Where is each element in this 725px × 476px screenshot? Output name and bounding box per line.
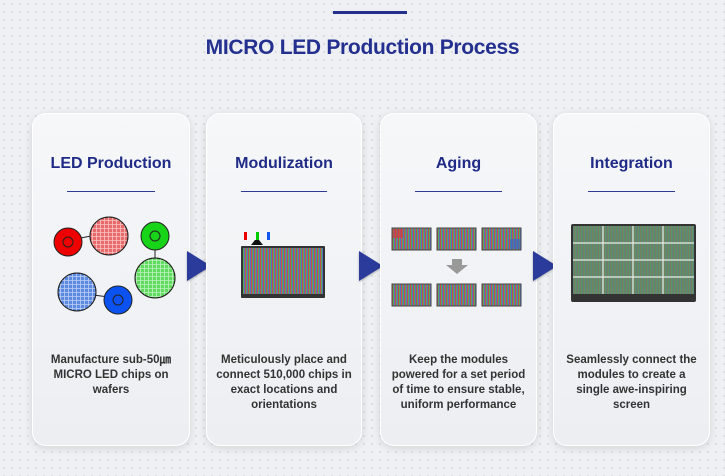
step-description: Keep the modules powered for a set perio… <box>391 354 526 411</box>
aging-modules-illustration <box>391 227 522 307</box>
step-heading: Aging <box>435 155 482 172</box>
next-arrow-icon <box>359 251 383 281</box>
step-description: Seamlessly connect the modules to create… <box>566 354 697 411</box>
title-accent-bar <box>333 11 407 14</box>
step-description: Manufacture sub-50㎛ MICRO LED chips on w… <box>50 354 172 396</box>
step-card-integration: Integration Seamlessly connect the modul… <box>553 113 710 446</box>
step-card-modulization: Modulization Meticulously place and conn… <box>206 113 362 446</box>
heading-underline <box>588 191 675 192</box>
step-card-led-production: LED Production Manufacture sub-50㎛ MICRO… <box>32 113 190 446</box>
led-wafers-illustration <box>53 216 176 315</box>
step-card-aging: Aging Keep the modules powered for a set… <box>380 113 537 446</box>
step-heading: LED Production <box>50 155 172 172</box>
down-arrow-icon <box>446 259 468 274</box>
integrated-screen-illustration <box>571 224 696 302</box>
heading-underline <box>415 191 502 192</box>
heading-underline <box>67 191 155 192</box>
step-description: Meticulously place and connect 510,000 c… <box>216 354 352 411</box>
page-title: MICRO LED Production Process <box>205 36 520 59</box>
step-heading: Integration <box>590 155 673 172</box>
step-heading: Modulization <box>235 155 333 172</box>
module-illustration <box>241 232 325 298</box>
heading-underline <box>241 191 327 192</box>
